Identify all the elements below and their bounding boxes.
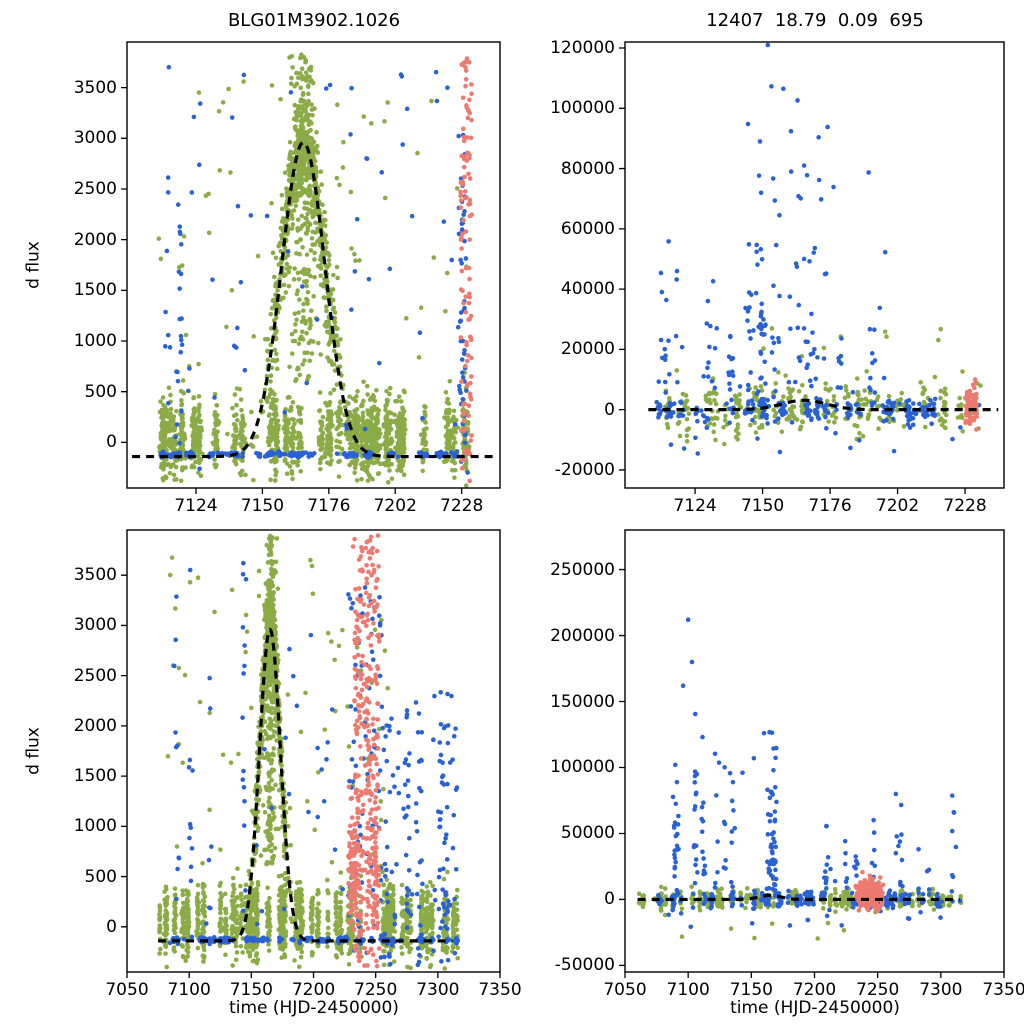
- x-tick-label-bottom-right-7100: 7100: [666, 980, 710, 1000]
- y-tick-label-top-right-80000: 80000: [560, 158, 615, 179]
- y-tick-label-bottom-right-0: 0: [604, 889, 615, 910]
- y-tick-label-bottom-left-2500: 2500: [73, 665, 117, 686]
- y-tick-label-top-left-3000: 3000: [73, 128, 117, 149]
- y-tick-label-bottom-left-2000: 2000: [73, 715, 117, 736]
- y-tick-label-bottom-right-100000: 100000: [550, 757, 615, 778]
- y-tick-label-top-right-60000: 60000: [560, 218, 615, 239]
- y-tick-label-bottom-left-1500: 1500: [73, 766, 117, 787]
- x-tick-label-bottom-right-7250: 7250: [856, 980, 900, 1000]
- x-tick-label-bottom-left-7200: 7200: [291, 980, 336, 1000]
- y-tick-label-top-right-120000: 120000: [550, 38, 615, 59]
- y-tick-label-bottom-right--50000: -50000: [554, 955, 615, 976]
- panel-top-left-title: BLG01M3902.1026: [227, 10, 401, 31]
- y-tick-label-top-left-3500: 3500: [73, 77, 117, 98]
- x-tick-label-bottom-right-7350: 7350: [982, 980, 1024, 1000]
- x-tick-label-top-left-7150: 7150: [240, 496, 285, 516]
- y-tick-label-top-left-1000: 1000: [73, 331, 117, 352]
- x-tick-label-top-right-7176: 7176: [808, 496, 852, 516]
- panel-top-right-title: 12407 18.79 0.09 695: [706, 10, 924, 31]
- x-tick-label-top-left-7228: 7228: [440, 496, 484, 516]
- x-tick-label-top-right-7202: 7202: [875, 496, 920, 516]
- y-tick-label-top-left-1500: 1500: [73, 280, 117, 301]
- y-tick-label-bottom-right-150000: 150000: [550, 691, 615, 712]
- y-tick-label-bottom-left-3000: 3000: [73, 615, 117, 636]
- x-tick-label-top-right-7124: 7124: [673, 496, 717, 516]
- x-tick-label-bottom-right-7200: 7200: [792, 980, 837, 1000]
- y-tick-label-bottom-left-3500: 3500: [73, 565, 117, 586]
- x-tick-label-top-left-7124: 7124: [174, 496, 218, 516]
- y-tick-label-top-right-20000: 20000: [560, 339, 615, 360]
- y-tick-label-top-right-40000: 40000: [560, 279, 615, 300]
- y-tick-label-bottom-left-500: 500: [84, 866, 117, 887]
- y-tick-label-top-left-500: 500: [84, 381, 117, 402]
- x-tick-label-top-right-7150: 7150: [740, 496, 785, 516]
- x-axis-label-bottom-left: time (HJD-2450000): [229, 998, 399, 1018]
- y-tick-label-bottom-right-200000: 200000: [550, 625, 615, 646]
- y-tick-label-top-right--20000: -20000: [554, 459, 615, 480]
- x-tick-label-bottom-left-7300: 7300: [416, 980, 460, 1000]
- y-tick-label-top-left-2000: 2000: [73, 229, 117, 250]
- y-tick-label-top-right-0: 0: [604, 399, 615, 420]
- x-tick-label-bottom-left-7150: 7150: [229, 980, 273, 1000]
- x-tick-label-top-left-7176: 7176: [307, 496, 351, 516]
- x-tick-label-top-right-7228: 7228: [943, 496, 987, 516]
- y-tick-label-bottom-right-50000: 50000: [560, 823, 615, 844]
- x-tick-label-bottom-right-7300: 7300: [919, 980, 963, 1000]
- x-tick-label-top-left-7202: 7202: [373, 496, 417, 516]
- x-tick-label-bottom-left-7050: 7050: [105, 980, 149, 1000]
- x-tick-label-bottom-left-7350: 7350: [478, 980, 522, 1000]
- x-tick-label-bottom-left-7250: 7250: [354, 980, 398, 1000]
- x-axis-label-bottom-right: time (HJD-2450000): [730, 998, 900, 1018]
- y-tick-label-top-left-2500: 2500: [73, 178, 117, 199]
- y-tick-label-bottom-right-250000: 250000: [550, 559, 615, 580]
- y-tick-label-bottom-left-0: 0: [106, 916, 117, 937]
- y-tick-label-bottom-left-1000: 1000: [73, 816, 117, 837]
- y-tick-label-top-right-100000: 100000: [550, 98, 615, 119]
- x-tick-label-bottom-right-7050: 7050: [603, 980, 647, 1000]
- x-tick-label-bottom-right-7150: 7150: [729, 980, 773, 1000]
- x-tick-label-bottom-left-7100: 7100: [167, 980, 211, 1000]
- y-tick-label-top-left-0: 0: [106, 432, 117, 453]
